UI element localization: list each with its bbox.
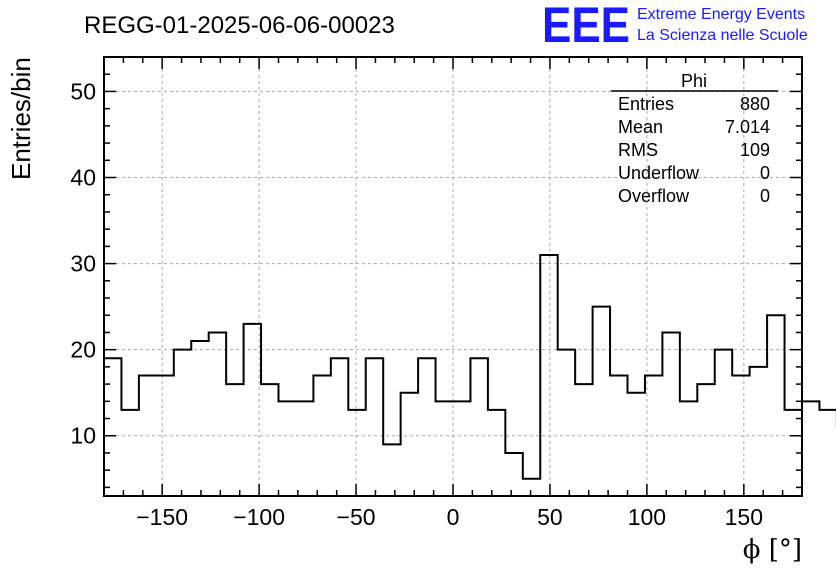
x-tick-label: 50 — [537, 504, 563, 530]
y-tick-label: 40 — [70, 165, 96, 191]
x-tick-label: −150 — [136, 504, 188, 530]
stats-value: 109 — [740, 140, 770, 160]
x-tick-label: 100 — [628, 504, 666, 530]
histogram-bin — [680, 401, 697, 496]
stats-label: Underflow — [618, 163, 700, 183]
histogram-bin — [436, 401, 453, 496]
histogram-bin — [331, 358, 348, 496]
histogram-bin — [174, 350, 191, 496]
stats-value: 7.014 — [725, 117, 770, 137]
histogram-bin — [104, 358, 121, 496]
histogram-bin — [732, 375, 749, 496]
histogram-bin — [313, 375, 330, 496]
histogram-bin — [470, 358, 487, 496]
histogram-bin — [366, 358, 383, 496]
y-axis-title: Entries/bin — [6, 57, 36, 180]
grid — [104, 57, 802, 496]
histogram-bin — [191, 341, 208, 496]
histogram-bin — [488, 410, 505, 496]
histogram-bin — [156, 375, 173, 496]
eee-logo: EEE Extreme Energy Events La Scienza nel… — [542, 0, 808, 53]
stats-label: Mean — [618, 117, 663, 137]
histogram-bin — [575, 384, 592, 496]
histogram-bin — [715, 350, 732, 496]
histogram-bin — [505, 453, 522, 496]
histogram-bin — [261, 384, 278, 496]
chart-title: REGG-01-2025-06-06-00023 — [84, 12, 395, 39]
stats-value: 0 — [760, 163, 770, 183]
histogram-bin — [819, 410, 836, 496]
axis-ticks — [103, 56, 803, 496]
histogram-bin — [383, 444, 400, 496]
histogram-bin — [348, 410, 365, 496]
histogram-bin — [296, 401, 313, 496]
y-tick-label: 50 — [70, 78, 96, 104]
x-tick-label: −100 — [233, 504, 285, 530]
x-tick-label: −50 — [337, 504, 376, 530]
histogram-bin — [802, 401, 819, 496]
y-tick-label: 20 — [70, 337, 96, 363]
histogram-bin — [662, 332, 679, 496]
histogram-line — [104, 253, 836, 480]
histogram-bin — [767, 315, 784, 496]
stats-label: Entries — [618, 94, 674, 114]
y-tick-label: 30 — [70, 251, 96, 277]
histogram-bin — [523, 479, 540, 496]
histogram-bin — [226, 384, 243, 496]
histogram-bin — [453, 401, 470, 496]
histogram-bin — [121, 410, 138, 496]
stats-box: Phi Entries 880 Mean 7.014 RMS 109 Underflow 0 Ov… — [611, 71, 778, 206]
histogram-bin — [244, 324, 261, 496]
histogram-bin — [558, 350, 575, 496]
histogram-bin — [697, 384, 714, 496]
logo-line-1: Extreme Energy Events — [637, 6, 805, 23]
histogram-bin — [209, 332, 226, 496]
histogram-series — [104, 253, 836, 496]
x-tick-label: 0 — [447, 504, 460, 530]
logo-mark: EEE — [542, 0, 630, 53]
histogram-bin — [645, 375, 662, 496]
x-tick-label: 150 — [725, 504, 763, 530]
histogram-bin — [628, 393, 645, 496]
stats-label: RMS — [618, 140, 658, 160]
logo-line-2: La Scienza nelle Scuole — [637, 27, 808, 44]
histogram-bin — [401, 393, 418, 496]
histogram-bin — [750, 367, 767, 496]
histogram-bin — [418, 358, 435, 496]
histogram-bin — [593, 307, 610, 496]
histogram-bin — [279, 401, 296, 496]
stats-value: 880 — [740, 94, 770, 114]
stats-label: Overflow — [618, 186, 690, 206]
y-tick-label: 10 — [70, 423, 96, 449]
tick-labels: −150 −100 −50 0 50 100 150 10 20 30 40 50 — [70, 78, 763, 530]
x-axis-title: ϕ [°] — [743, 535, 802, 565]
histogram-bin — [540, 255, 557, 496]
histogram-bin — [610, 375, 627, 496]
stats-title: Phi — [681, 71, 707, 91]
stats-value: 0 — [760, 186, 770, 206]
histogram-bin — [139, 375, 156, 496]
